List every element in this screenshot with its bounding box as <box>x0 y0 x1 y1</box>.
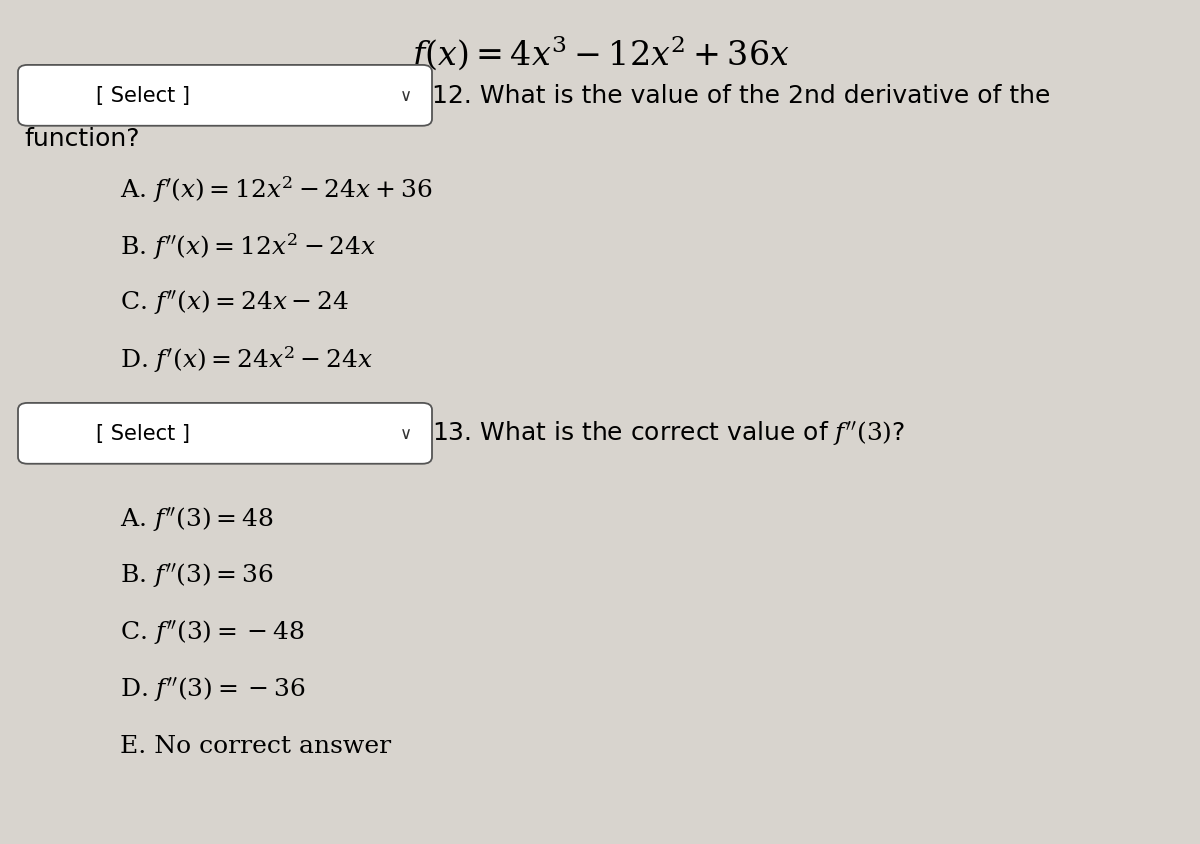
Text: $f(x) = 4x^3 - 12x^2 + 36x$: $f(x) = 4x^3 - 12x^2 + 36x$ <box>410 34 790 75</box>
Text: A. $f'(x) = 12x^2 - 24x + 36$: A. $f'(x) = 12x^2 - 24x + 36$ <box>120 175 432 205</box>
Text: 13. What is the correct value of $f''(3)$?: 13. What is the correct value of $f''(3)… <box>432 419 905 448</box>
Text: ∨: ∨ <box>400 87 412 106</box>
Text: E. No correct answer: E. No correct answer <box>120 733 391 757</box>
Text: C. $f''(3) = -48$: C. $f''(3) = -48$ <box>120 618 305 647</box>
Text: [ Select ]: [ Select ] <box>96 424 190 444</box>
Text: D. $f''(3) = -36$: D. $f''(3) = -36$ <box>120 674 306 703</box>
Text: function?: function? <box>24 127 139 150</box>
Text: E. No correct answer: E. No correct answer <box>120 404 391 428</box>
Text: D. $f'(x) = 24x^2 - 24x$: D. $f'(x) = 24x^2 - 24x$ <box>120 344 373 375</box>
FancyBboxPatch shape <box>18 403 432 464</box>
Text: ∨: ∨ <box>400 425 412 443</box>
Text: [ Select ]: [ Select ] <box>96 86 190 106</box>
Text: B. $f''(3) = 36$: B. $f''(3) = 36$ <box>120 561 274 590</box>
Text: B. $f''(x) = 12x^2 - 24x$: B. $f''(x) = 12x^2 - 24x$ <box>120 231 377 262</box>
Text: A. $f''(3) = 48$: A. $f''(3) = 48$ <box>120 505 274 533</box>
Text: C. $f''(x) = 24x - 24$: C. $f''(x) = 24x - 24$ <box>120 289 349 317</box>
Text: 12. What is the value of the 2nd derivative of the: 12. What is the value of the 2nd derivat… <box>432 84 1050 108</box>
FancyBboxPatch shape <box>18 66 432 127</box>
